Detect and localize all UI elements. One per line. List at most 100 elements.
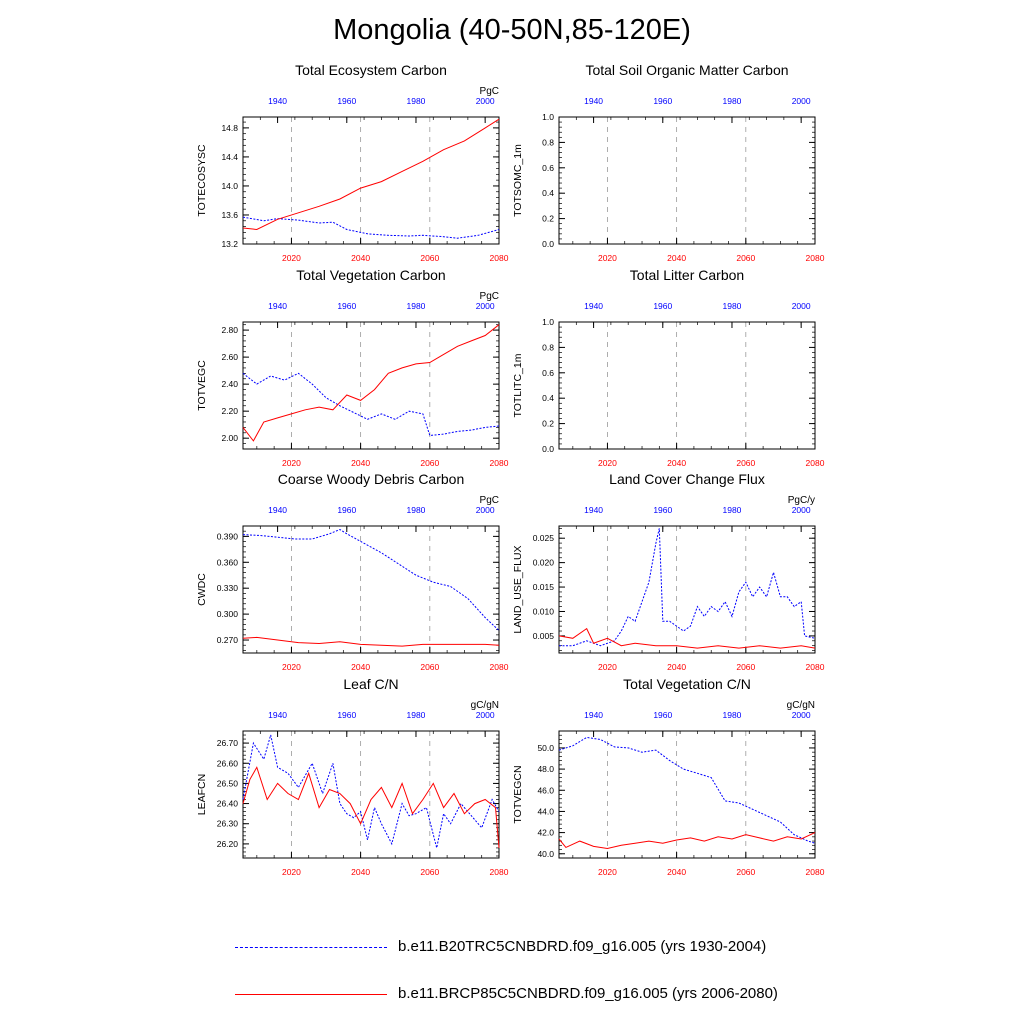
x-top-tick-label: 1940 bbox=[268, 710, 287, 720]
plot-frame bbox=[242, 116, 500, 245]
x-top-tick-label: 2000 bbox=[476, 301, 495, 311]
y-axis-label: TOTVEGC bbox=[196, 360, 208, 411]
series-line-rcp85 bbox=[242, 324, 500, 442]
y-tick-label: 0.0 bbox=[542, 239, 554, 249]
y-tick-label: 42.0 bbox=[537, 828, 554, 838]
x-top-tick-label: 1940 bbox=[584, 96, 603, 106]
x-top-tick-label: 1980 bbox=[723, 710, 742, 720]
x-tick-label: 2020 bbox=[598, 253, 617, 263]
x-tick-label: 2040 bbox=[667, 867, 686, 877]
y-tick-label: 0.010 bbox=[533, 606, 555, 616]
x-top-tick-label: 2000 bbox=[476, 96, 495, 106]
y-tick-label: 0.4 bbox=[542, 393, 554, 403]
x-tick-label: 2060 bbox=[736, 253, 755, 263]
x-tick-label: 2020 bbox=[598, 458, 617, 468]
x-top-tick-label: 1980 bbox=[407, 96, 426, 106]
y-tick-label: 13.2 bbox=[221, 239, 238, 249]
y-tick-label: 0.6 bbox=[542, 163, 554, 173]
y-tick-label: 46.0 bbox=[537, 785, 554, 795]
series-line-historical bbox=[242, 216, 500, 239]
x-tick-label: 2060 bbox=[420, 662, 439, 672]
x-top-tick-label: 1940 bbox=[584, 710, 603, 720]
y-tick-label: 48.0 bbox=[537, 764, 554, 774]
y-tick-label: 0.2 bbox=[542, 214, 554, 224]
series-line-rcp85 bbox=[558, 627, 816, 649]
x-top-tick-label: 2000 bbox=[792, 505, 811, 515]
panel-title: Total Soil Organic Matter Carbon bbox=[585, 62, 788, 78]
x-top-tick-label: 1940 bbox=[584, 301, 603, 311]
x-tick-label: 2080 bbox=[490, 662, 509, 672]
y-tick-label: 2.40 bbox=[221, 379, 238, 389]
x-top-tick-label: 1980 bbox=[723, 301, 742, 311]
y-tick-label: 2.20 bbox=[221, 406, 238, 416]
x-tick-label: 2080 bbox=[806, 253, 825, 263]
plot-frame bbox=[242, 321, 500, 450]
panel-title: Total Ecosystem Carbon bbox=[295, 62, 447, 78]
x-top-tick-label: 1960 bbox=[653, 505, 672, 515]
x-tick-label: 2040 bbox=[667, 253, 686, 263]
y-tick-label: 1.0 bbox=[542, 112, 554, 122]
x-top-tick-label: 1960 bbox=[337, 710, 356, 720]
y-tick-label: 2.60 bbox=[221, 352, 238, 362]
y-tick-label: 26.60 bbox=[217, 758, 239, 768]
x-tick-label: 2020 bbox=[282, 662, 301, 672]
y-tick-label: 14.8 bbox=[221, 123, 238, 133]
panel-title: Total Vegetation Carbon bbox=[296, 267, 445, 283]
y-tick-label: 0.005 bbox=[533, 631, 555, 641]
y-tick-label: 0.270 bbox=[217, 635, 239, 645]
plot-frame bbox=[558, 730, 816, 859]
y-tick-label: 0.330 bbox=[217, 583, 239, 593]
legend-label-future: b.e11.BRCP85C5CNBDRD.f09_g16.005 (yrs 20… bbox=[398, 985, 778, 1002]
y-tick-label: 2.80 bbox=[221, 325, 238, 335]
y-tick-label: 0.2 bbox=[542, 419, 554, 429]
y-axis-label: CWDC bbox=[196, 573, 208, 606]
x-tick-label: 2060 bbox=[420, 253, 439, 263]
x-tick-label: 2020 bbox=[282, 458, 301, 468]
x-tick-label: 2080 bbox=[806, 662, 825, 672]
plot-frame bbox=[242, 525, 500, 654]
series-line-rcp85 bbox=[558, 832, 816, 850]
panel-title: Leaf C/N bbox=[343, 676, 398, 692]
panel-5: Coarse Woody Debris Carbon PgC CWDC 2020 204… bbox=[196, 471, 509, 672]
legend-swatch-solid-red bbox=[235, 994, 387, 995]
x-top-tick-label: 2000 bbox=[476, 505, 495, 515]
plot-frame bbox=[558, 321, 816, 450]
x-tick-label: 2020 bbox=[282, 253, 301, 263]
y-tick-label: 0.015 bbox=[533, 582, 555, 592]
legend: b.e11.B20TRC5CNBDRD.f09_g16.005 (yrs 193… bbox=[0, 930, 1024, 1020]
x-tick-label: 2080 bbox=[490, 253, 509, 263]
x-top-tick-label: 1960 bbox=[653, 710, 672, 720]
y-tick-label: 26.50 bbox=[217, 778, 239, 788]
x-tick-label: 2040 bbox=[667, 458, 686, 468]
x-tick-label: 2040 bbox=[667, 662, 686, 672]
series-line-historical bbox=[242, 372, 500, 437]
x-top-tick-label: 2000 bbox=[792, 710, 811, 720]
x-tick-label: 2060 bbox=[420, 867, 439, 877]
y-tick-label: 0.300 bbox=[217, 609, 239, 619]
x-tick-label: 2060 bbox=[736, 867, 755, 877]
figure-title: Mongolia (40-50N,85-120E) bbox=[333, 14, 691, 46]
y-axis-label: TOTVEGCN bbox=[512, 765, 524, 823]
panel-title: Total Vegetation C/N bbox=[623, 676, 751, 692]
plot-frame bbox=[558, 525, 816, 654]
y-tick-label: 26.20 bbox=[217, 839, 239, 849]
panel-8: Total Vegetation C/N gC/gN TOTVEGCN 2020 204… bbox=[512, 676, 825, 877]
x-tick-label: 2040 bbox=[351, 662, 370, 672]
legend-swatch-dashed-blue bbox=[235, 947, 387, 948]
series-line-rcp85 bbox=[242, 766, 500, 848]
x-tick-label: 2060 bbox=[420, 458, 439, 468]
x-tick-label: 2040 bbox=[351, 458, 370, 468]
units-label: PgC bbox=[480, 291, 499, 302]
y-tick-label: 50.0 bbox=[537, 743, 554, 753]
panel-7: Leaf C/N gC/gN LEAFCN 2020 2040 2060 2080 1940 1… bbox=[196, 676, 509, 877]
x-top-tick-label: 1980 bbox=[723, 96, 742, 106]
units-label: gC/gN bbox=[787, 700, 815, 711]
y-tick-label: 13.6 bbox=[221, 210, 238, 220]
x-top-tick-label: 1960 bbox=[653, 301, 672, 311]
x-tick-label: 2080 bbox=[490, 867, 509, 877]
y-tick-label: 0.4 bbox=[542, 188, 554, 198]
x-top-tick-label: 1980 bbox=[407, 505, 426, 515]
legend-label-historical: b.e11.B20TRC5CNBDRD.f09_g16.005 (yrs 193… bbox=[398, 938, 767, 955]
x-tick-label: 2080 bbox=[490, 458, 509, 468]
x-tick-label: 2060 bbox=[736, 458, 755, 468]
